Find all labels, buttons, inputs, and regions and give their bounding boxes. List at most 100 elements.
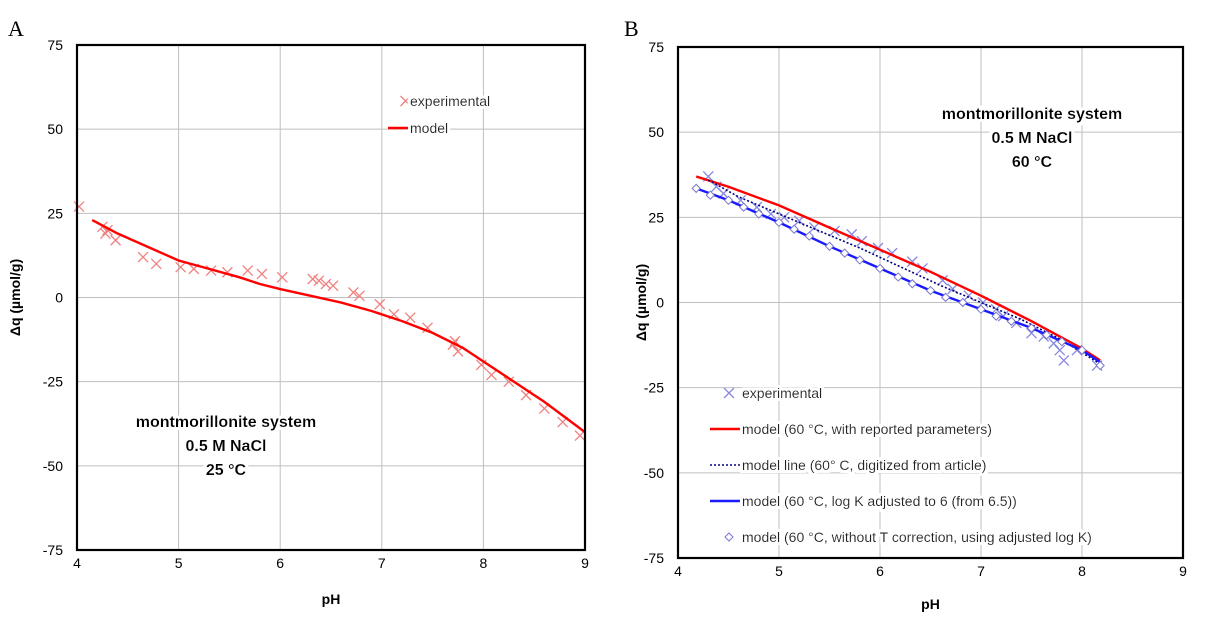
legend-label: experimental — [410, 93, 490, 109]
data-point-diamond — [976, 304, 986, 315]
x-tick-label: 4 — [73, 555, 81, 571]
x-tick-label: 8 — [480, 555, 488, 571]
annotation-line: 0.5 M NaCl — [186, 438, 267, 455]
data-point-diamond — [907, 279, 918, 289]
x-tick-label: 5 — [775, 563, 783, 579]
x-axis-title: pH — [322, 591, 341, 607]
legend-label: experimental — [742, 385, 822, 401]
data-point-diamond — [839, 248, 850, 258]
y-tick-label: -25 — [644, 380, 664, 396]
x-tick-label: 9 — [581, 555, 589, 571]
data-point-diamond — [1041, 330, 1052, 340]
y-tick-label: 0 — [55, 290, 63, 306]
data-point-x — [313, 275, 325, 287]
y-tick-label: -25 — [43, 374, 63, 390]
y-axis-title: Δq (µmol/g) — [7, 259, 23, 336]
data-point-diamond — [991, 311, 1001, 321]
data-point-diamond — [855, 255, 865, 265]
data-point-diamond — [893, 272, 903, 282]
x-tick-label: 6 — [276, 555, 284, 571]
data-point-x — [175, 261, 187, 273]
annotation-line: 0.5 M NaCl — [992, 130, 1073, 147]
data-point-diamond — [738, 202, 749, 212]
x-tick-label: 6 — [876, 563, 884, 579]
annotation-line: montmorillonite system — [942, 106, 1122, 123]
data-point-x — [307, 273, 319, 285]
y-tick-label: 25 — [648, 209, 664, 225]
y-tick-label: -50 — [43, 458, 63, 474]
data-point-diamond — [1026, 323, 1037, 333]
legend-label: model (60 °C, log K adjusted to 6 (from … — [742, 493, 1017, 509]
x-tick-label: 9 — [1179, 563, 1187, 579]
x-tick-label: 7 — [378, 555, 386, 571]
x-tick-label: 8 — [1078, 563, 1086, 579]
data-point-diamond — [1006, 316, 1017, 326]
data-point-x — [1058, 354, 1070, 366]
data-point-diamond — [705, 190, 716, 200]
series-dotted-line — [707, 179, 1098, 363]
y-tick-label: 75 — [648, 39, 664, 55]
legend: experimental model (60 °C, with reported … — [710, 385, 1092, 545]
y-axis-title: Δq (µmol/g) — [633, 264, 649, 341]
data-point-diamond — [724, 532, 734, 542]
data-point-x — [503, 376, 515, 388]
series-3 — [695, 187, 1101, 364]
legend: experimental model — [388, 93, 490, 136]
series-0 — [702, 170, 1103, 371]
data-point-diamond — [691, 183, 701, 194]
annotation-line: 60 °C — [1012, 154, 1053, 171]
y-tick-label: -50 — [644, 465, 664, 481]
data-point-x — [327, 280, 339, 292]
chart-panel-B: B 4 5 6 7 8 9 -75 -50 -25 0 25 50 75 pH Δq (µmol/g) mont… — [624, 16, 1187, 612]
x-axis-title: pH — [921, 596, 940, 612]
y-tick-label: 50 — [648, 124, 664, 140]
data-point-x — [73, 201, 85, 213]
data-point-x — [150, 258, 162, 270]
data-point-diamond — [774, 217, 784, 228]
series-1 — [91, 219, 586, 434]
chart-panel-A: A 4 5 6 7 8 9 -75 -50 -25 0 25 50 75 pH Δq (µmol/g) mont… — [7, 16, 589, 607]
data-point-diamond — [925, 285, 936, 296]
x-tick-label: 7 — [977, 563, 985, 579]
legend-label: model (60 °C, without T correction, usin… — [742, 529, 1092, 545]
data-point-x — [110, 234, 122, 246]
y-tick-label: -75 — [43, 542, 63, 558]
legend-label: model line (60° C, digitized from articl… — [742, 457, 986, 473]
data-point-x — [374, 298, 386, 310]
series-line — [695, 175, 1101, 362]
data-point-diamond — [824, 241, 835, 251]
panel-letter: A — [8, 16, 24, 41]
series-2 — [707, 179, 1098, 363]
data-point-diamond — [940, 292, 951, 303]
data-point-diamond — [754, 209, 764, 219]
data-point-x — [137, 251, 149, 263]
series-line — [91, 219, 586, 434]
legend-swatch — [400, 95, 411, 107]
data-point-x — [353, 290, 365, 302]
data-point-x — [400, 95, 411, 107]
data-point-x — [320, 278, 332, 290]
data-point-x — [1054, 344, 1066, 356]
data-point-x — [486, 369, 497, 381]
series-0 — [73, 201, 586, 441]
y-tick-label: 0 — [656, 295, 664, 311]
data-point-x — [347, 286, 359, 298]
data-point-x — [276, 271, 288, 283]
y-tick-label: -75 — [644, 550, 664, 566]
data-point-diamond — [789, 224, 799, 234]
legend-label: model — [410, 120, 448, 136]
x-tick-label: 5 — [175, 555, 183, 571]
legend-label: model (60 °C, with reported parameters) — [742, 421, 992, 437]
data-point-diamond — [1057, 336, 1067, 347]
data-point-x — [404, 312, 416, 324]
series-1 — [695, 175, 1101, 362]
y-tick-label: 75 — [47, 37, 63, 53]
data-point-diamond — [1077, 345, 1087, 355]
plot-frame — [676, 45, 1185, 560]
data-point-diamond — [1095, 360, 1105, 371]
data-point-diamond — [958, 297, 968, 308]
panel-letter: B — [624, 16, 639, 41]
data-point-diamond — [723, 195, 734, 206]
